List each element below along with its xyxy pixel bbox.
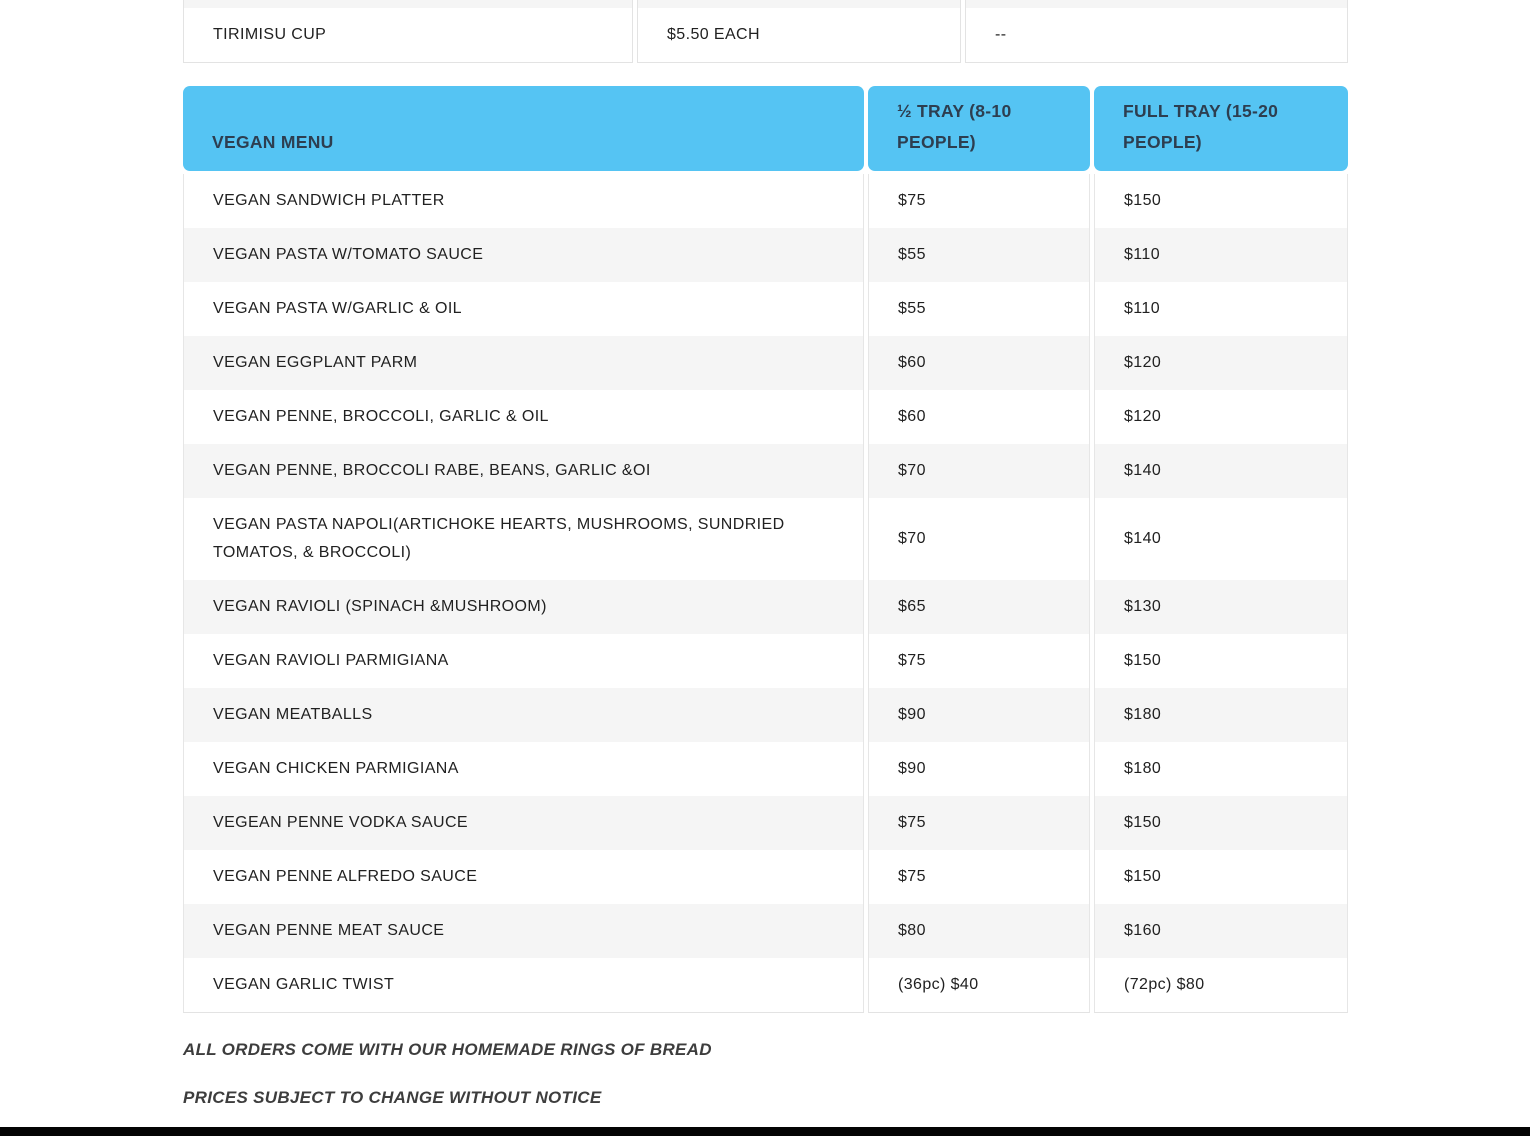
full-tray-price: $180 [1094, 688, 1348, 742]
half-tray-price: $90 [868, 688, 1090, 742]
full-tray-price: $150 [1094, 634, 1348, 688]
full-tray-price: $150 [1094, 850, 1348, 904]
table-row: VEGAN RAVIOLI (SPINACH &MUSHROOM) $65 $1… [183, 580, 1348, 634]
half-tray-price: $55 [868, 282, 1090, 336]
full-tray-price: $140 [1094, 444, 1348, 498]
table-row: VEGAN MEATBALLS $90 $180 [183, 688, 1348, 742]
full-tray-price: $150 [1094, 174, 1348, 228]
item-name: VEGAN PENNE ALFREDO SAUCE [183, 850, 864, 904]
item-name: VEGAN SANDWICH PLATTER [183, 174, 864, 228]
item-name: VEGAN MEATBALLS [183, 688, 864, 742]
full-tray-price: $110 [1094, 228, 1348, 282]
item-name: VEGAN EGGPLANT PARM [183, 336, 864, 390]
header-vegan-menu: VEGAN MENU [183, 86, 864, 171]
half-tray-price: $75 [868, 634, 1090, 688]
half-tray-price: $75 [868, 174, 1090, 228]
half-tray-price: $70 [868, 498, 1090, 580]
table-row: TIRIMISU CUP $5.50 EACH -- [183, 8, 1348, 63]
item-name: VEGAN PENNE MEAT SAUCE [183, 904, 864, 958]
full-tray-price: $110 [1094, 282, 1348, 336]
item-note: -- [965, 8, 1348, 63]
half-tray-price: (36pc) $40 [868, 958, 1090, 1013]
table-row: VEGAN PENNE ALFREDO SAUCE $75 $150 [183, 850, 1348, 904]
item-price: $5.50 EACH [637, 8, 961, 63]
half-tray-price: $90 [868, 742, 1090, 796]
footnote-bread: ALL ORDERS COME WITH OUR HOMEMADE RINGS … [183, 1040, 712, 1059]
table-row: VEGAN CHICKEN PARMIGIANA $90 $180 [183, 742, 1348, 796]
half-tray-price: $65 [868, 580, 1090, 634]
table-row: VEGAN GARLIC TWIST (36pc) $40 (72pc) $80 [183, 958, 1348, 1013]
item-name: VEGAN GARLIC TWIST [183, 958, 864, 1013]
item-name: VEGAN RAVIOLI PARMIGIANA [183, 634, 864, 688]
partial-cell-note [965, 0, 1348, 8]
partial-cell-name [183, 0, 633, 8]
table-row: VEGAN EGGPLANT PARM $60 $120 [183, 336, 1348, 390]
full-tray-price: $120 [1094, 390, 1348, 444]
item-name: VEGAN CHICKEN PARMIGIANA [183, 742, 864, 796]
full-tray-price: $150 [1094, 796, 1348, 850]
table-row: VEGAN PENNE, BROCCOLI RABE, BEANS, GARLI… [183, 444, 1348, 498]
half-tray-price: $60 [868, 390, 1090, 444]
item-name: VEGAN RAVIOLI (SPINACH &MUSHROOM) [183, 580, 864, 634]
item-name: TIRIMISU CUP [183, 8, 633, 63]
item-name: VEGAN PASTA W/GARLIC & OIL [183, 282, 864, 336]
vegan-table-header: VEGAN MENU ½ TRAY (8-10 PEOPLE) FULL TRA… [183, 86, 1348, 171]
header-half-tray: ½ TRAY (8-10 PEOPLE) [868, 86, 1090, 171]
half-tray-price: $75 [868, 850, 1090, 904]
full-tray-price: $130 [1094, 580, 1348, 634]
half-tray-price: $55 [868, 228, 1090, 282]
full-tray-price: $120 [1094, 336, 1348, 390]
full-tray-price: (72pc) $80 [1094, 958, 1348, 1013]
full-tray-price: $180 [1094, 742, 1348, 796]
half-tray-price: $80 [868, 904, 1090, 958]
half-tray-price: $75 [868, 796, 1090, 850]
table-row: VEGEAN PENNE VODKA SAUCE $75 $150 [183, 796, 1348, 850]
bottom-bar [0, 1127, 1530, 1136]
item-name: VEGEAN PENNE VODKA SAUCE [183, 796, 864, 850]
item-name: VEGAN PASTA W/TOMATO SAUCE [183, 228, 864, 282]
table-row: VEGAN SANDWICH PLATTER $75 $150 [183, 174, 1348, 228]
half-tray-price: $60 [868, 336, 1090, 390]
item-name: VEGAN PENNE, BROCCOLI, GARLIC & OIL [183, 390, 864, 444]
table-row: VEGAN RAVIOLI PARMIGIANA $75 $150 [183, 634, 1348, 688]
table-row: VEGAN PENNE, BROCCOLI, GARLIC & OIL $60 … [183, 390, 1348, 444]
table-row: VEGAN PENNE MEAT SAUCE $80 $160 [183, 904, 1348, 958]
footnote-prices: PRICES SUBJECT TO CHANGE WITHOUT NOTICE [183, 1088, 602, 1107]
item-name: VEGAN PASTA NAPOLI(ARTICHOKE HEARTS, MUS… [183, 498, 864, 580]
table-row-partial [183, 0, 1348, 8]
table-row: VEGAN PASTA NAPOLI(ARTICHOKE HEARTS, MUS… [183, 498, 1348, 580]
half-tray-price: $70 [868, 444, 1090, 498]
item-name: VEGAN PENNE, BROCCOLI RABE, BEANS, GARLI… [183, 444, 864, 498]
partial-cell-price [637, 0, 961, 8]
table-row: VEGAN PASTA W/TOMATO SAUCE $55 $110 [183, 228, 1348, 282]
full-tray-price: $160 [1094, 904, 1348, 958]
menu-content: TIRIMISU CUP $5.50 EACH -- VEGAN MENU ½ … [183, 0, 1348, 1109]
header-full-tray: FULL TRAY (15-20 PEOPLE) [1094, 86, 1348, 171]
full-tray-price: $140 [1094, 498, 1348, 580]
table-row: VEGAN PASTA W/GARLIC & OIL $55 $110 [183, 282, 1348, 336]
